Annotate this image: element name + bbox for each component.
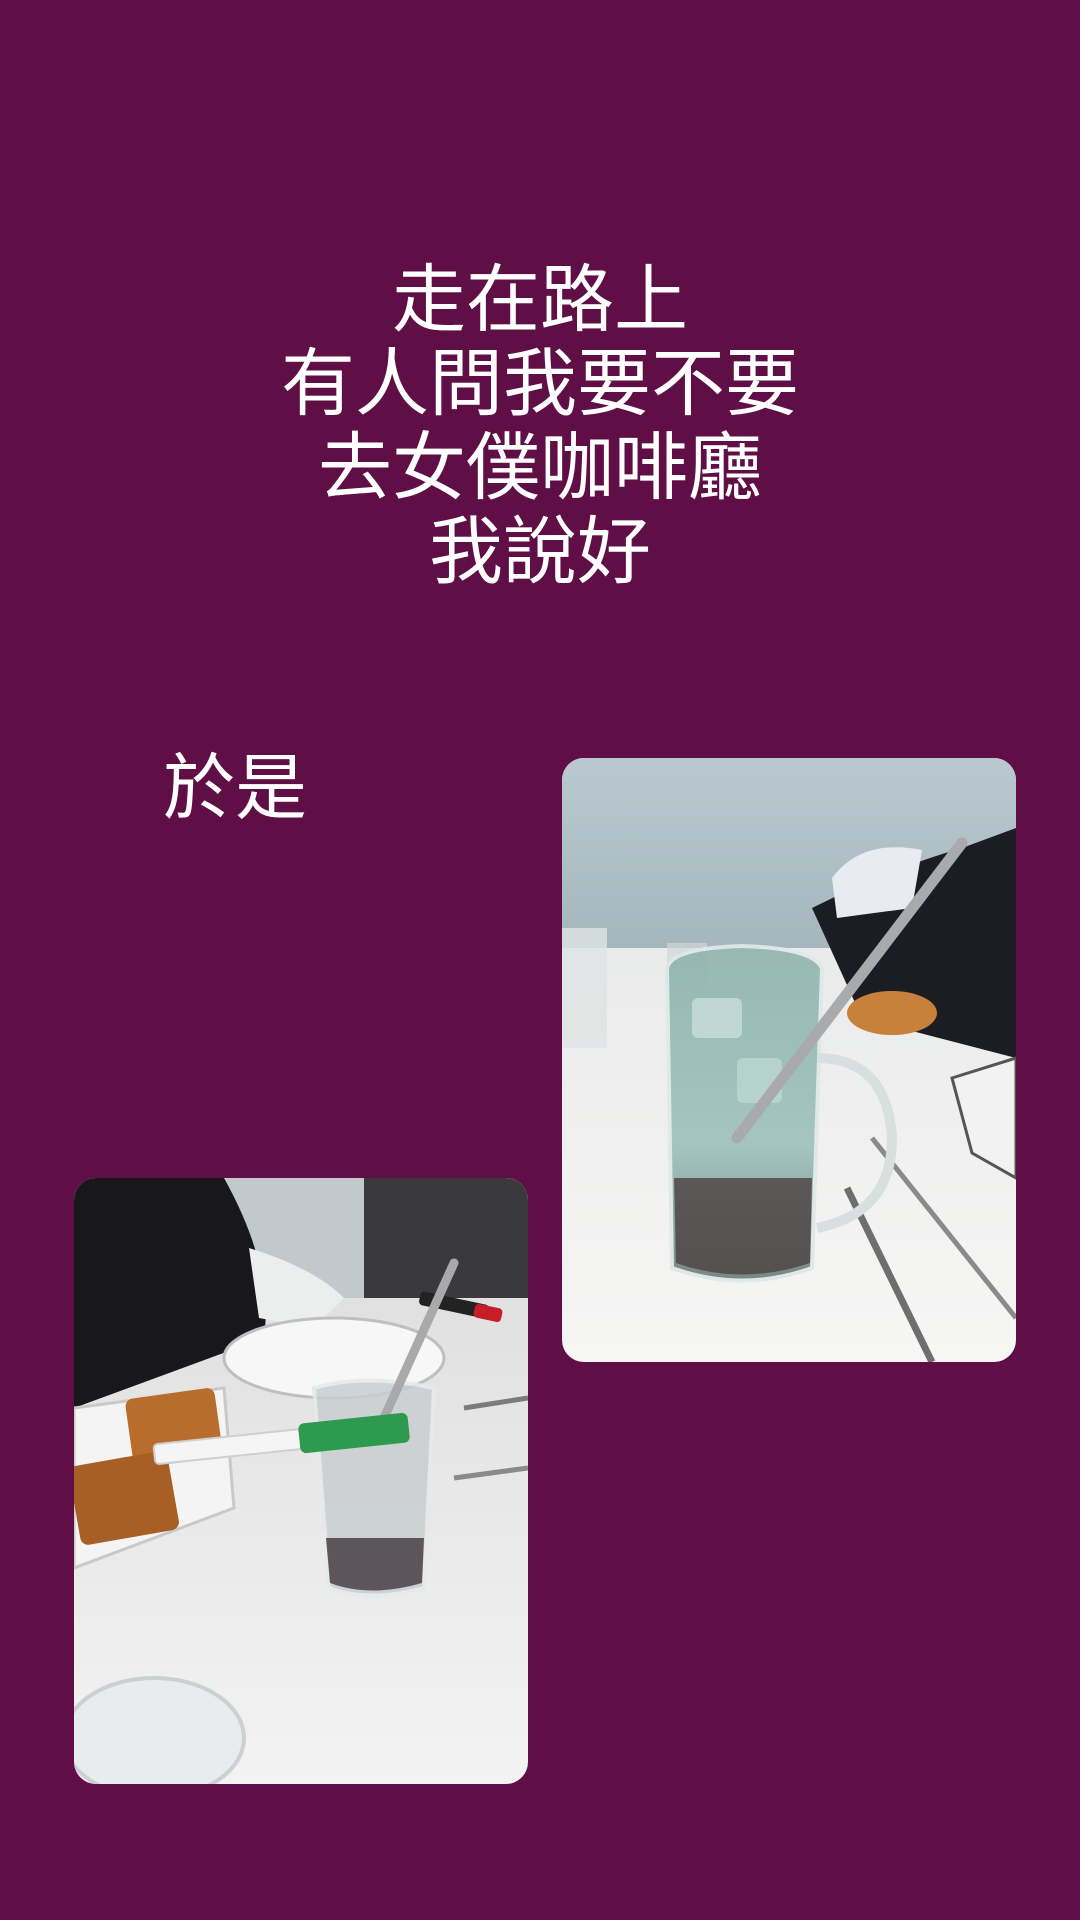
story-caption: 走在路上 有人問我要不要 去女僕咖啡廳 我說好 <box>0 258 1080 594</box>
caption-line-1: 走在路上 <box>392 257 688 343</box>
caption-line-3: 去女僕咖啡廳 <box>318 425 762 511</box>
caption-line-4: 我說好 <box>429 509 651 595</box>
caption-line-2: 有人問我要不要 <box>281 341 799 427</box>
photo-drink-glass[interactable] <box>562 758 1016 1362</box>
side-caption: 於是 <box>163 746 308 830</box>
photo-drink-with-syringe[interactable] <box>74 1178 528 1784</box>
